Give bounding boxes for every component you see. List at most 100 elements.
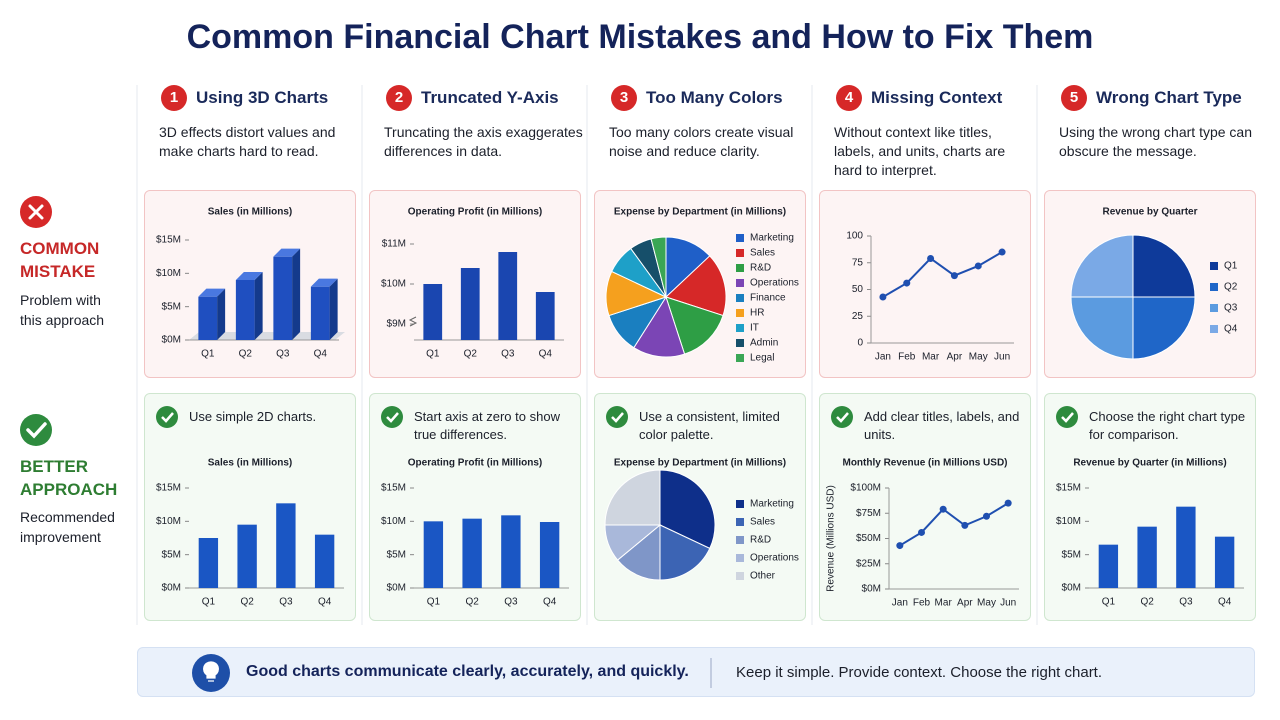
check-mark [386,412,399,423]
bar-top [198,288,226,297]
bar [235,280,255,340]
y-tick-label: $10M [156,268,181,279]
better-tip: Start axis at zero to show true differen… [414,409,560,442]
bar [423,521,444,588]
x-tick-label: Jan [875,352,891,363]
legend-swatch [736,324,744,332]
legend-label: HR [750,308,764,319]
y-tick-label: $5M [162,301,181,312]
bar [273,256,293,340]
x-tick-label: May [977,598,996,609]
x-tick-label: Mar [935,598,953,609]
x-tick-label: May [969,352,988,363]
column-title: Too Many Colors [646,88,783,107]
floor [189,332,345,340]
check-mark [161,412,174,423]
footer-main: Good charts communicate clearly, accurat… [246,663,689,680]
mistake-chart: 0 25 50 75 100 Jan Feb Mar Apr May Jun [846,231,1014,363]
x-tick-label: Feb [913,598,931,609]
column-title: Missing Context [871,88,1003,107]
x-tick-label: Q4 [314,349,328,360]
bar [460,268,480,340]
column-title: Truncated Y-Axis [421,88,559,107]
step-number: 4 [836,85,862,111]
chart-title: Sales (in Millions) [208,207,292,218]
better-sub: Recommended improvement [20,509,115,545]
x-tick-label: Q1 [426,349,440,360]
legend-label: Marketing [750,233,794,244]
x-tick-label: Q3 [504,597,518,608]
chart-title: Operating Profit (in Millions) [408,207,542,218]
legend-label: Q4 [1224,324,1238,335]
legend-swatch [736,294,744,302]
mistake-label: COMMON MISTAKE [20,239,100,281]
y-tick-label: $100M [850,483,881,494]
legend-swatch [736,234,744,242]
bar-side [254,272,263,340]
y-tick-label: $11M [382,239,406,250]
better-tip: Use a consistent, limited color palette. [639,409,780,442]
better-tip: Use simple 2D charts. [189,409,317,424]
column-description: Too many colors create visual noise and … [609,124,794,159]
x-tick-label: Q2 [239,349,253,360]
chart-title: Expense by Department (in Millions) [614,458,786,469]
check-mark [611,412,624,423]
y-tick-label: $15M [381,483,406,494]
y-tick-label: $0M [862,584,881,595]
x-tick-label: Q1 [201,349,215,360]
better-chart: Expense by Department (in Millions) Marke… [604,458,799,582]
y-tick-label: $0M [162,335,181,346]
y-tick-label: 25 [852,311,864,322]
y-tick-label: $0M [1062,583,1081,594]
better-panel: Sales (in Millions) $0M $5M $10M $15M Q1 Q2 Q3 Q… [144,393,356,621]
mistake-chart: Sales (in Millions) $0M $5M $10M $15M Q1 Q2 Q3 Q… [156,207,345,360]
legend-swatch [736,279,744,287]
mistake-sub: Problem with this approach [20,292,105,328]
pie-slice [604,469,661,526]
y-tick-label: 75 [852,257,864,268]
point [950,272,958,280]
legend-swatch [1210,325,1218,333]
y-tick-label: 100 [846,231,863,242]
x-tick-label: Q2 [1140,597,1154,608]
legend-swatch [736,354,744,362]
better-chart: Operating Profit (in Millions) $0M $5M $10M… [381,458,569,608]
pie-slice [1070,296,1134,360]
x-tick-label: Mar [922,352,940,363]
check-circle [831,406,853,428]
legend-label: Q1 [1224,261,1238,272]
point [879,293,887,301]
bar [498,252,518,340]
x-tick-label: Q1 [202,597,216,608]
x-tick-label: Q4 [318,597,332,608]
point [974,262,982,270]
y-axis-label: Revenue (Millions USD) [826,485,837,592]
check-icon [831,406,853,428]
y-tick-label: $75M [856,508,881,519]
y-tick-label: $10M [381,516,406,527]
legend-swatch [1210,304,1218,312]
pie-slice [659,524,711,581]
y-tick-label: 50 [852,284,864,295]
bar [423,284,443,340]
mistake-panel: Revenue by Quarter Q1 Q2 Q3 Q4 [1044,190,1256,378]
column-description: Without context like titles, labels, and… [834,124,1006,178]
bar-top [273,248,301,257]
pie-slice [1070,234,1134,298]
legend-label: Marketing [750,499,794,510]
legend-label: R&D [750,263,771,274]
y-tick-label: $15M [156,483,181,494]
column-description: Truncating the axis exaggerates differen… [384,124,583,159]
better-tip: Choose the right chart type for comparis… [1089,409,1246,442]
column-description: Using the wrong chart type can obscure t… [1059,124,1252,159]
legend-swatch [736,309,744,317]
x-tick-label: Q2 [240,597,254,608]
bar [535,292,555,340]
legend-label: Operations [750,278,799,289]
check-mark [1061,412,1074,423]
x-tick-label: Apr [947,352,963,363]
better-panel: Operating Profit (in Millions) $0M $5M $10M… [369,393,581,621]
x-tick-label: Jun [994,352,1010,363]
bar-top [235,272,263,280]
axis-break [408,316,418,327]
